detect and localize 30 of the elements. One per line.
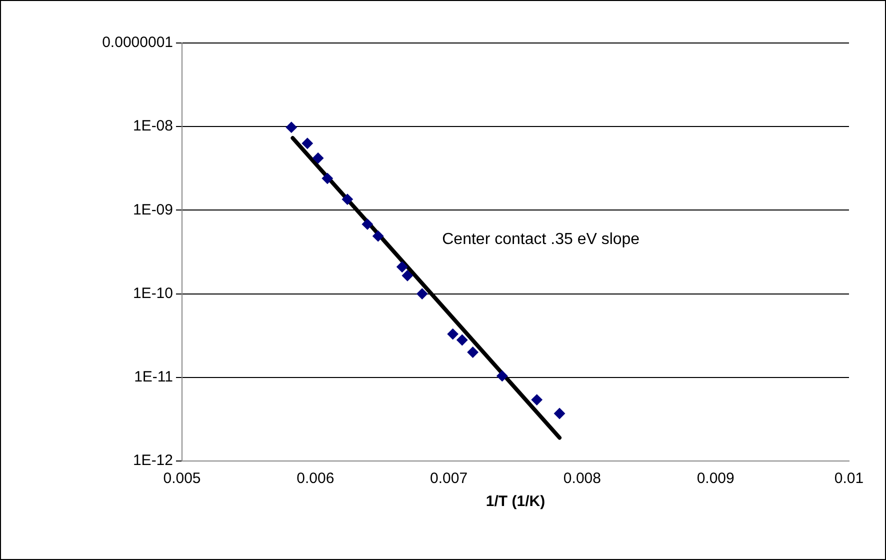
- point: [531, 394, 542, 406]
- x-axis-title: 1/T (1/K): [486, 493, 546, 510]
- point: [322, 172, 333, 184]
- point: [402, 270, 413, 282]
- annotation: Center contact .35 eV slope: [442, 230, 640, 248]
- point: [467, 346, 478, 358]
- point: [362, 218, 373, 230]
- y-tick-label: 1E-08: [132, 118, 173, 135]
- y-tick-label: 0.0000001: [102, 34, 173, 52]
- point: [342, 194, 353, 205]
- point: [447, 328, 458, 340]
- point: [496, 370, 508, 382]
- y-tick-label: 1E-12: [132, 452, 173, 470]
- x-tick-label: 0.009: [696, 470, 734, 488]
- x-tick-label: 0.005: [163, 470, 201, 488]
- y-tick-label: 1E-11: [134, 368, 173, 386]
- x-tick-label: 0.01: [834, 470, 864, 488]
- point: [302, 138, 313, 149]
- point: [286, 122, 297, 133]
- point: [372, 230, 384, 242]
- point: [312, 152, 324, 164]
- x-tick-label: 0.006: [296, 470, 334, 488]
- x-tick-label: 0.008: [563, 470, 601, 488]
- point: [456, 334, 468, 346]
- y-tick-label: 1E-10: [132, 284, 173, 302]
- point: [554, 408, 566, 419]
- point: [416, 288, 428, 300]
- y-tick-label: 1E-09: [132, 201, 173, 218]
- x-tick-label: 0.007: [430, 470, 468, 488]
- point: [396, 261, 408, 272]
